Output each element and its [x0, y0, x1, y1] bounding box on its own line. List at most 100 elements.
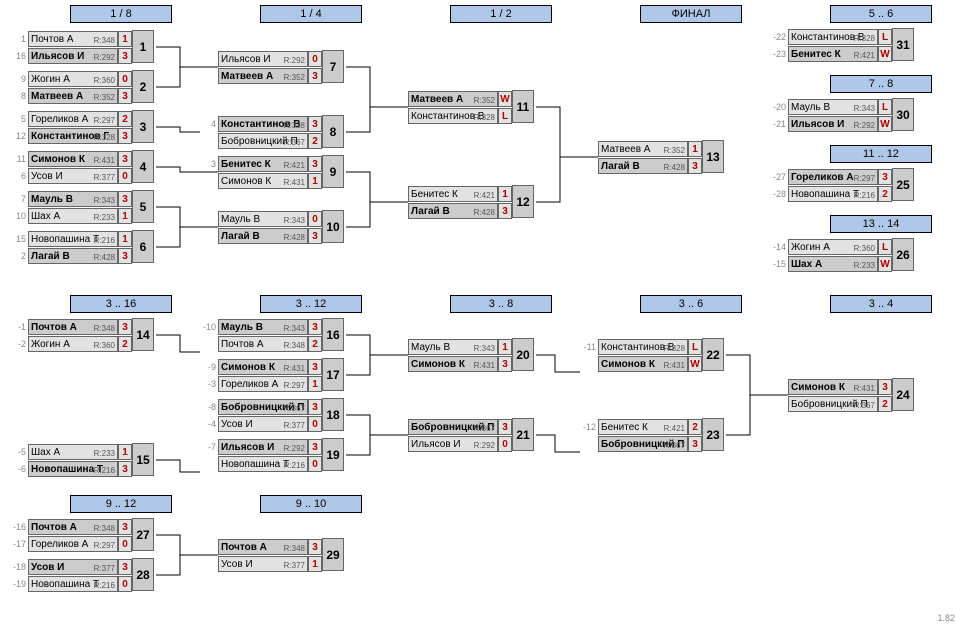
score-cell: 0: [308, 51, 322, 67]
player-rating: R:348: [94, 33, 115, 47]
match-number: 28: [132, 558, 154, 591]
player-cell: Бенитес КR:421: [788, 46, 878, 62]
match-m17: -9Симонов КR:4313-3Гореликов АR:297117: [200, 358, 344, 392]
match-m31: -22Константинов ВR:328L-23Бенитес КR:421…: [770, 28, 914, 62]
player-name: Шах А: [791, 259, 822, 270]
match-m29: Почтов АR:3483Усов ИR:377129: [200, 538, 344, 572]
player-cell: Симонов КR:431: [408, 356, 498, 372]
player-rating: R:431: [284, 361, 305, 375]
stage-header: 13 .. 14: [830, 215, 932, 233]
score-cell: 3: [308, 68, 322, 84]
seed: 7: [10, 194, 28, 204]
score-cell: 0: [118, 536, 132, 552]
player-cell: Ильясов ИR:292: [408, 436, 498, 452]
player-rating: R:216: [854, 188, 875, 202]
seed: 12: [10, 131, 28, 141]
score-cell: 3: [118, 519, 132, 535]
player-cell: Усов ИR:377: [28, 168, 118, 184]
player-cell: Бобровницкий ПR:367: [598, 436, 688, 452]
match-m23: -12Бенитес КR:4212Бобровницкий ПR:367323: [580, 418, 724, 452]
score-cell: 2: [308, 133, 322, 149]
player-rating: R:348: [284, 338, 305, 352]
player-cell: Почтов А R:348: [28, 31, 118, 47]
player-name: Почтов А: [31, 34, 74, 45]
player-rating: R:297: [284, 378, 305, 392]
player-cell: Бобровницкий ПR:367: [218, 133, 308, 149]
player-rating: R:428: [474, 205, 495, 219]
player-name: Почтов А: [221, 339, 264, 350]
player-name: Гореликов А: [31, 114, 88, 125]
player-rating: R:348: [284, 541, 305, 555]
match-number: 1: [132, 30, 154, 63]
player-name: Гореликов А: [791, 172, 854, 183]
player-name: Бенитес К: [221, 159, 271, 170]
match-number: 2: [132, 70, 154, 103]
player-cell: Почтов АR:348: [28, 519, 118, 535]
player-name: Ильясов И: [221, 442, 274, 453]
score-cell: 3: [118, 319, 132, 335]
player-rating: R:421: [474, 188, 495, 202]
seed: 9: [10, 74, 28, 84]
match-m19: -7Ильясов ИR:2923Новопашина ТR:216019: [200, 438, 344, 472]
player-rating: R:352: [94, 90, 115, 104]
score-cell: 1: [308, 376, 322, 392]
seed: -9: [200, 362, 218, 372]
score-cell: 0: [118, 576, 132, 592]
player-name: Ильясов И: [411, 439, 461, 450]
player-cell: Усов ИR:377: [28, 559, 118, 575]
player-cell: Бенитес КR:421: [598, 419, 688, 435]
seed: -8: [200, 402, 218, 412]
player-name: Гореликов А: [221, 379, 278, 390]
match-number: 20: [512, 338, 534, 371]
score-cell: 3: [498, 203, 512, 219]
player-cell: Константинов ВR:328: [788, 29, 878, 45]
player-name: Симонов К: [221, 176, 271, 187]
match-m5: 7Мауль ВR:343310Шах АR:23315: [10, 190, 154, 224]
match-number: 10: [322, 210, 344, 243]
match-number: 8: [322, 115, 344, 148]
player-cell: Лагай ВR:428: [28, 248, 118, 264]
match-number: 24: [892, 378, 914, 411]
player-cell: Константинов ВR:328: [598, 339, 688, 355]
player-rating: R:328: [664, 341, 685, 355]
seed: -14: [770, 242, 788, 252]
match-number: 16: [322, 318, 344, 351]
player-rating: R:360: [854, 241, 875, 255]
player-name: Симонов К: [791, 382, 845, 393]
player-cell: Матвеев АR:352: [598, 141, 688, 157]
player-cell: Новопашина ТR:216: [218, 456, 308, 472]
score-cell: W: [688, 356, 702, 372]
match-number: 21: [512, 418, 534, 451]
player-rating: R:352: [284, 70, 305, 84]
player-name: Мауль В: [221, 322, 263, 333]
match-m24: Симонов КR:4313Бобровницкий ПR:367224: [770, 378, 914, 412]
seed: -1: [10, 322, 28, 332]
player-cell: Лагай ВR:428: [408, 203, 498, 219]
score-cell: 3: [118, 128, 132, 144]
match-m18: -8Бобровницкий ПR:3673-4Усов ИR:377018: [200, 398, 344, 432]
player-cell: Усов ИR:377: [218, 556, 308, 572]
player-cell: Матвеев АR:352: [408, 91, 498, 107]
seed: 11: [10, 154, 28, 164]
score-cell: 1: [308, 173, 322, 189]
seed: -12: [580, 422, 598, 432]
match-m7: Ильясов ИR:2920Матвеев АR:35237: [200, 50, 344, 84]
match-m30: -20Мауль ВR:343L-21Ильясов ИR:292W30: [770, 98, 914, 132]
match-number: 23: [702, 418, 724, 451]
seed: -27: [770, 172, 788, 182]
player-name: Матвеев А: [221, 71, 273, 82]
match-number: 4: [132, 150, 154, 183]
player-name: Мауль В: [411, 342, 450, 353]
player-cell: Новопашина ТR:216: [28, 231, 118, 247]
stage-header: 3 .. 6: [640, 295, 742, 313]
stage-header: 3 .. 16: [70, 295, 172, 313]
player-cell: Ильясов ИR:292: [218, 51, 308, 67]
stage-header: 5 .. 6: [830, 5, 932, 23]
player-rating: R:328: [854, 31, 875, 45]
player-cell: Шах АR:233: [28, 444, 118, 460]
seed: -15: [770, 259, 788, 269]
player-name: Усов И: [31, 171, 63, 182]
player-rating: R:367: [474, 421, 495, 435]
player-rating: R:343: [474, 341, 495, 355]
player-cell: Шах АR:233: [28, 208, 118, 224]
